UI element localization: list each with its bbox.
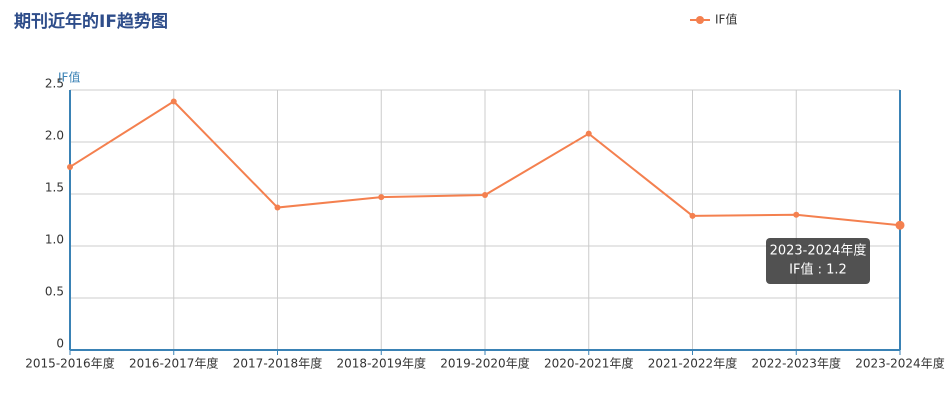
y-tick-label: 0.5 [45,285,64,299]
data-point [274,204,281,211]
x-tick-label: 2015-2016年度 [25,356,114,371]
y-tick-label: 2.0 [45,129,64,143]
legend-label: IF值 [715,12,737,27]
legend-marker [696,16,704,24]
data-point [793,211,800,218]
x-tick-label: 2020-2021年度 [544,356,633,371]
tooltip-text: IF值 : 1.2 [789,262,847,278]
data-point [378,194,385,201]
y-tick-label: 1.0 [45,233,64,247]
x-tick-label: 2019-2020年度 [440,356,529,371]
data-point [67,163,73,170]
x-tick-label: 2018-2019年度 [337,356,426,371]
y-tick-label: 1.5 [45,181,64,195]
data-point [170,98,177,105]
y-axis-label: IF值 [58,70,80,85]
tooltip-title: 2023-2024年度 [770,243,867,259]
data-point [689,212,696,219]
chart-title: 期刊近年的IF趋势图 [14,11,168,32]
y-tick-label: 2.5 [45,77,64,91]
x-tick-label: 2021-2022年度 [648,356,737,371]
y-tick-label: 0 [56,337,64,351]
x-tick-label: 2022-2023年度 [752,356,841,371]
x-tick-label: 2023-2024年度 [855,356,944,371]
x-tick-label: 2017-2018年度 [233,356,322,371]
data-point [895,220,905,230]
tooltip: 2023-2024年度 IF值 : 1.2 [766,238,870,284]
x-tick-label: 2016-2017年度 [129,356,218,371]
data-point [482,192,488,199]
data-point [585,130,592,137]
tooltip-box [766,238,870,284]
